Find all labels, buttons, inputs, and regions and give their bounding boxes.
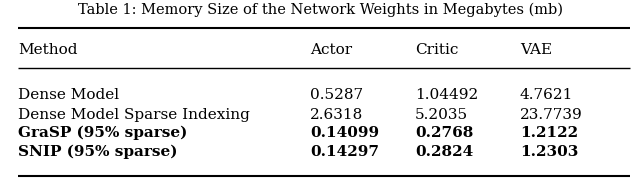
Text: Dense Model Sparse Indexing: Dense Model Sparse Indexing [18,108,250,122]
Text: 0.14297: 0.14297 [310,145,379,159]
Text: 0.5287: 0.5287 [310,88,363,102]
Text: 0.14099: 0.14099 [310,126,379,140]
Text: 5.2035: 5.2035 [415,108,468,122]
Text: Method: Method [18,43,77,57]
Text: VAE: VAE [520,43,552,57]
Text: 4.7621: 4.7621 [520,88,573,102]
Text: Critic: Critic [415,43,458,57]
Text: SNIP (95% sparse): SNIP (95% sparse) [18,145,177,159]
Text: 1.2122: 1.2122 [520,126,578,140]
Text: Actor: Actor [310,43,352,57]
Text: Table 1: Memory Size of the Network Weights in Megabytes (mb): Table 1: Memory Size of the Network Weig… [77,3,563,17]
Text: GraSP (95% sparse): GraSP (95% sparse) [18,126,188,140]
Text: Dense Model: Dense Model [18,88,119,102]
Text: 1.2303: 1.2303 [520,145,579,159]
Text: 2.6318: 2.6318 [310,108,364,122]
Text: 0.2768: 0.2768 [415,126,474,140]
Text: 0.2824: 0.2824 [415,145,473,159]
Text: 1.04492: 1.04492 [415,88,478,102]
Text: 23.7739: 23.7739 [520,108,583,122]
